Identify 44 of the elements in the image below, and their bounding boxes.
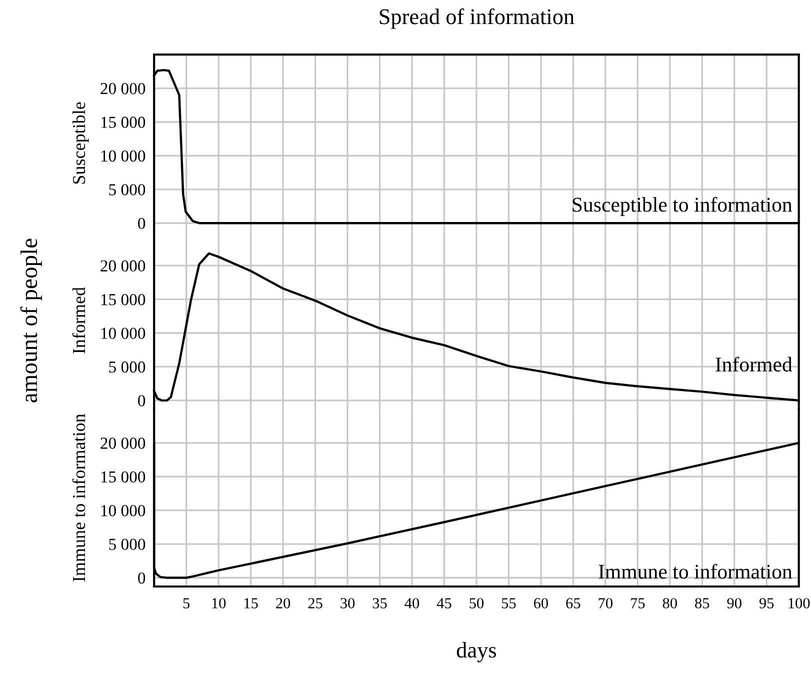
- y-tick-label: 0: [138, 395, 146, 406]
- series-label: Informed: [716, 356, 792, 372]
- x-tick-label: 65: [566, 598, 580, 608]
- y-axis-title: Susceptible: [72, 102, 89, 184]
- x-tick-label: 35: [372, 598, 387, 608]
- text: amount of people: [20, 238, 42, 402]
- y-tick-label: 0: [138, 572, 146, 584]
- x-tick-label: 50: [470, 598, 484, 608]
- y-tick-label: 20 000: [100, 438, 146, 449]
- x-tick-label: 20: [276, 598, 290, 608]
- y-tick-label: 5 000: [109, 538, 146, 550]
- y-tick-label: 5 000: [109, 361, 146, 373]
- x-tick-label: 55: [502, 598, 516, 608]
- x-tick-label: 10: [212, 598, 226, 608]
- y-axis-title: Informed: [72, 287, 86, 354]
- x-tick-label: 25: [308, 598, 322, 608]
- chart-title: Spread of information: [380, 8, 574, 29]
- y-tick-label: 20 000: [100, 260, 146, 272]
- y-tick-label: 15 000: [101, 471, 146, 483]
- y-tick-label: 0: [138, 218, 146, 230]
- y-tick-label: 15 000: [101, 116, 146, 128]
- y-tick-label: 5 000: [109, 184, 146, 196]
- y-tick-label: 20 000: [100, 82, 146, 94]
- y-tick-label: 10 000: [101, 150, 146, 162]
- series-label: Susceptible to information: [572, 196, 792, 216]
- x-tick-label: 40: [404, 598, 420, 608]
- x-axis-title: days: [456, 642, 496, 662]
- y-tick-label: 15 000: [101, 294, 146, 306]
- x-tick-label: 100: [788, 598, 810, 608]
- x-tick-label: 45: [436, 598, 452, 608]
- y-tick-label: 10 000: [101, 328, 146, 339]
- x-tick-label: 95: [759, 598, 774, 608]
- y-axis-title: Immune to information: [72, 414, 86, 582]
- y-tick-label: 10 000: [101, 505, 146, 516]
- x-tick-label: 85: [695, 598, 710, 608]
- text: Immune to information: [598, 564, 792, 579]
- x-tick-label: 60: [534, 598, 548, 608]
- x-tick-label: 80: [662, 598, 677, 608]
- x-tick-label: 15: [244, 598, 258, 608]
- x-tick-label: 30: [340, 598, 355, 608]
- x-tick-label: 90: [727, 598, 742, 608]
- x-tick-label: 5: [183, 598, 190, 608]
- x-tick-label: 75: [631, 598, 645, 608]
- x-tick-label: 70: [598, 598, 612, 608]
